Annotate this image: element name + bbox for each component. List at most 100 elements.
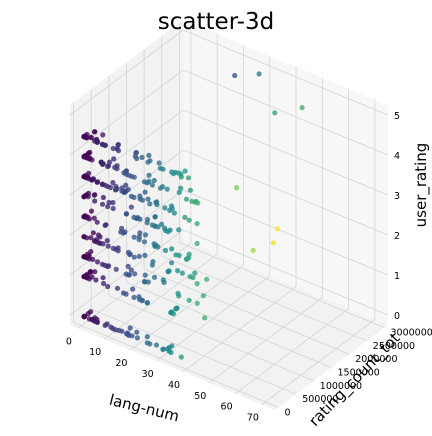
data-point [271,240,276,245]
data-point [95,220,100,225]
data-point [81,314,86,319]
data-point [145,340,150,345]
data-point [134,156,139,161]
data-point [145,220,150,225]
data-point [135,335,140,340]
data-point [92,239,97,244]
data-point [195,281,200,286]
x-tick-label: 50 [194,391,206,402]
data-point [130,287,135,292]
data-point [158,186,163,191]
data-point [142,239,147,244]
data-point [105,184,110,189]
data-point [195,241,200,246]
x-tick-label: 60 [221,402,233,413]
data-point [81,234,86,239]
data-point [145,334,150,339]
data-point [142,253,147,258]
data-point [257,71,262,76]
data-point [111,206,116,211]
data-point [87,276,92,281]
data-point [251,248,256,253]
data-point [95,259,100,264]
x-tick-label: 40 [168,380,180,391]
data-point [105,238,110,243]
data-point [95,180,100,185]
data-point [169,246,174,251]
data-point [106,244,111,249]
data-point [179,174,184,179]
data-point [160,347,165,352]
data-point [113,187,118,192]
data-point [195,301,200,306]
data-point [101,275,106,280]
data-point [105,164,110,169]
data-point [152,244,157,249]
z-tick-label: 0 [394,311,400,322]
data-point [176,227,181,232]
data-point [158,166,163,171]
data-point [128,325,133,330]
data-point [162,280,167,285]
data-point [129,194,134,199]
data-point [179,354,184,359]
data-point [146,153,151,158]
data-point [124,211,129,216]
data-point [143,232,148,237]
data-point [114,267,119,272]
data-point [142,279,147,284]
data-point [100,202,105,207]
data-point [140,198,145,203]
data-point [145,160,150,165]
data-point [126,333,131,338]
data-point [137,254,142,259]
data-point [132,235,137,240]
x-tick-label: 20 [115,358,127,369]
data-point [95,140,100,145]
z-tick-label: 2 [394,231,400,242]
data-point [171,171,176,176]
data-point [162,205,167,210]
data-point [187,218,192,223]
data-point [97,241,102,246]
data-point [184,257,189,262]
data-point [81,274,86,279]
data-point [187,298,192,303]
z-tick-label: 3 [394,191,400,202]
data-point [173,252,178,257]
data-point [204,277,209,282]
data-point [111,146,116,151]
data-point [152,214,157,219]
data-point [100,182,105,187]
data-point [105,284,110,289]
data-point [152,178,157,183]
data-point [154,202,159,207]
data-point [129,205,134,210]
data-point [145,300,150,305]
data-point [272,110,277,115]
data-point [111,246,116,251]
x-axis-label: lang-num [107,391,181,426]
data-point [184,197,189,202]
data-point [300,105,305,110]
data-point [202,315,207,320]
data-point [154,342,159,347]
data-point [145,197,150,202]
data-point [176,293,181,298]
data-point [188,188,193,193]
data-point [137,237,142,242]
data-point [188,274,193,279]
data-point [175,268,180,273]
data-point [114,166,119,171]
x-tick-label: 0 [66,336,72,347]
data-point [111,156,116,161]
data-point [167,208,172,213]
data-point [131,295,136,300]
data-point [152,275,157,280]
data-point [92,193,97,198]
data-point [124,292,129,297]
data-point [232,73,237,78]
data-point [103,143,108,148]
